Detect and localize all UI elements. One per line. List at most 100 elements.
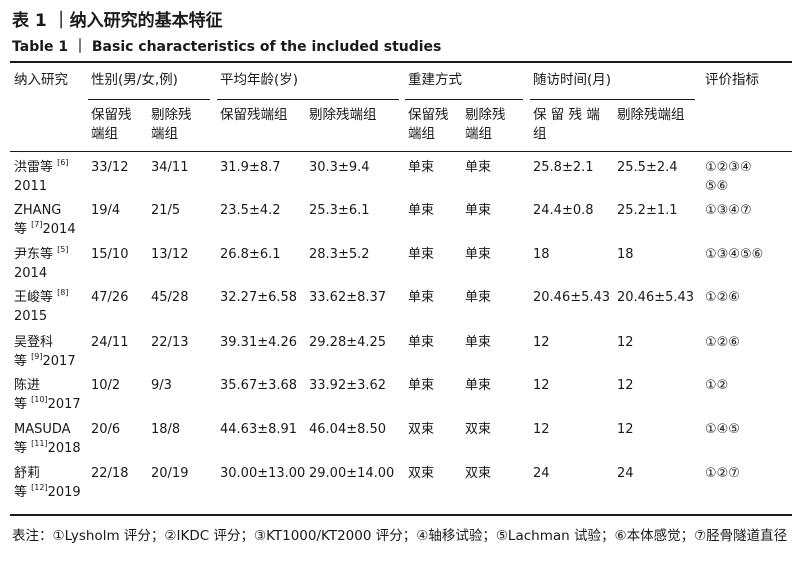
table-title-cn: 表 1 ｜纳入研究的基本特征 <box>12 11 223 31</box>
citation-ref: [8] <box>57 287 69 297</box>
cell-age-keep: 35.67±3.68 <box>220 378 298 393</box>
citation-ref: [9] <box>31 351 43 361</box>
table-title-en: Table 1 ｜ Basic characteristics of the i… <box>12 39 442 55</box>
cell-indicators: ①②③④ ⑤⑥ <box>705 160 752 194</box>
cell-age-remove: 46.04±8.50 <box>309 422 387 437</box>
cell-fu-keep: 24 <box>533 466 550 481</box>
cell-method-remove: 单束 <box>465 203 492 218</box>
subheader-age-remove: 剔除残端组 <box>309 107 377 123</box>
citation-ref: [6] <box>57 157 69 167</box>
top-rule <box>10 61 792 63</box>
cell-method-remove: 单束 <box>465 247 492 262</box>
cell-sex-keep: 22/18 <box>91 466 129 481</box>
cell-age-keep: 23.5±4.2 <box>220 203 281 218</box>
cell-study: 洪雷等 [6] 2011 <box>14 157 69 194</box>
cell-study: MASUDA 等 [11]2018 <box>14 422 81 456</box>
cell-fu-keep: 12 <box>533 335 550 350</box>
cell-fu-keep: 12 <box>533 422 550 437</box>
subheader-sex-keep: 保留残 端组 <box>91 107 132 142</box>
header-followup: 随访时间(月) <box>533 72 612 88</box>
cell-sex-remove: 34/11 <box>151 160 189 175</box>
header-age: 平均年龄(岁) <box>220 72 299 88</box>
subheader-method-keep: 保留残 端组 <box>408 107 449 142</box>
cell-age-keep: 30.00±13.00 <box>220 466 306 481</box>
cell-sex-remove: 18/8 <box>151 422 181 437</box>
citation-ref: [11] <box>31 438 48 448</box>
cell-sex-keep: 20/6 <box>91 422 121 437</box>
subheader-fu-remove: 剔除残端组 <box>617 107 685 123</box>
cell-method-keep: 单束 <box>408 203 435 218</box>
header-group-line <box>88 99 210 100</box>
cell-age-keep: 26.8±6.1 <box>220 247 281 262</box>
cell-sex-keep: 19/4 <box>91 203 121 218</box>
cell-fu-remove: 12 <box>617 422 634 437</box>
cell-method-remove: 双束 <box>465 466 492 481</box>
cell-fu-keep: 24.4±0.8 <box>533 203 594 218</box>
cell-study: 陈进等 [10]2017 <box>14 378 81 412</box>
cell-fu-keep: 18 <box>533 247 550 262</box>
header-group-line <box>217 99 399 100</box>
cell-method-remove: 单束 <box>465 378 492 393</box>
cell-age-remove: 25.3±6.1 <box>309 203 370 218</box>
cell-age-remove: 33.92±3.62 <box>309 378 387 393</box>
cell-method-remove: 单束 <box>465 290 492 305</box>
header-group-line <box>530 99 695 100</box>
cell-fu-remove: 25.2±1.1 <box>617 203 678 218</box>
header-method: 重建方式 <box>408 72 462 88</box>
cell-age-remove: 33.62±8.37 <box>309 290 387 305</box>
cell-study: 舒莉等 [12]2019 <box>14 466 81 500</box>
header-sex: 性别(男/女,例) <box>91 72 178 88</box>
cell-age-remove: 29.00±14.00 <box>309 466 395 481</box>
cell-method-keep: 单束 <box>408 290 435 305</box>
citation-ref: [7] <box>31 219 43 229</box>
cell-indicators: ①②⑥ <box>705 335 740 350</box>
cell-method-keep: 双束 <box>408 422 435 437</box>
cell-method-keep: 单束 <box>408 247 435 262</box>
header-indicators: 评价指标 <box>705 72 759 88</box>
header-study: 纳入研究 <box>14 72 68 88</box>
cell-sex-keep: 15/10 <box>91 247 129 262</box>
cell-sex-keep: 24/11 <box>91 335 129 350</box>
cell-method-keep: 双束 <box>408 466 435 481</box>
cell-indicators: ①③④⑦ <box>705 203 752 218</box>
cell-sex-remove: 9/3 <box>151 378 172 393</box>
cell-sex-remove: 13/12 <box>151 247 189 262</box>
cell-method-remove: 单束 <box>465 160 492 175</box>
cell-fu-remove: 24 <box>617 466 634 481</box>
cell-method-keep: 单束 <box>408 378 435 393</box>
header-rule <box>10 151 792 152</box>
cell-fu-remove: 12 <box>617 378 634 393</box>
cell-method-remove: 双束 <box>465 422 492 437</box>
cell-fu-keep: 25.8±2.1 <box>533 160 594 175</box>
cell-fu-keep: 12 <box>533 378 550 393</box>
cell-age-keep: 44.63±8.91 <box>220 422 298 437</box>
citation-ref: [10] <box>31 394 48 404</box>
subheader-age-keep: 保留残端组 <box>220 107 288 123</box>
subheader-sex-remove: 剔除残 端组 <box>151 107 192 142</box>
subheader-fu-keep: 保 留 残 端 组 <box>533 107 600 142</box>
subheader-method-remove: 剔除残 端组 <box>465 107 506 142</box>
cell-method-keep: 单束 <box>408 160 435 175</box>
cell-indicators: ①③④⑤⑥ <box>705 247 764 262</box>
table-footnote: 表注：①Lysholm 评分；②IKDC 评分；③KT1000/KT2000 评… <box>12 528 788 544</box>
cell-fu-remove: 12 <box>617 335 634 350</box>
cell-fu-remove: 18 <box>617 247 634 262</box>
cell-age-remove: 29.28±4.25 <box>309 335 387 350</box>
cell-method-keep: 单束 <box>408 335 435 350</box>
cell-study: 吴登科等 [9]2017 <box>14 335 76 369</box>
bottom-rule <box>10 514 792 516</box>
citation-ref: [12] <box>31 482 48 492</box>
cell-age-remove: 30.3±9.4 <box>309 160 370 175</box>
cell-indicators: ①②⑦ <box>705 466 740 481</box>
cell-age-keep: 32.27±6.58 <box>220 290 298 305</box>
cell-study: ZHANG 等 [7]2014 <box>14 203 76 237</box>
cell-indicators: ①② <box>705 378 729 393</box>
cell-age-keep: 39.31±4.26 <box>220 335 298 350</box>
cell-sex-keep: 47/26 <box>91 290 129 305</box>
cell-fu-remove: 25.5±2.4 <box>617 160 678 175</box>
cell-method-remove: 单束 <box>465 335 492 350</box>
cell-sex-remove: 20/19 <box>151 466 189 481</box>
cell-indicators: ①②⑥ <box>705 290 740 305</box>
cell-sex-keep: 33/12 <box>91 160 129 175</box>
cell-study: 尹东等 [5] 2014 <box>14 244 69 281</box>
